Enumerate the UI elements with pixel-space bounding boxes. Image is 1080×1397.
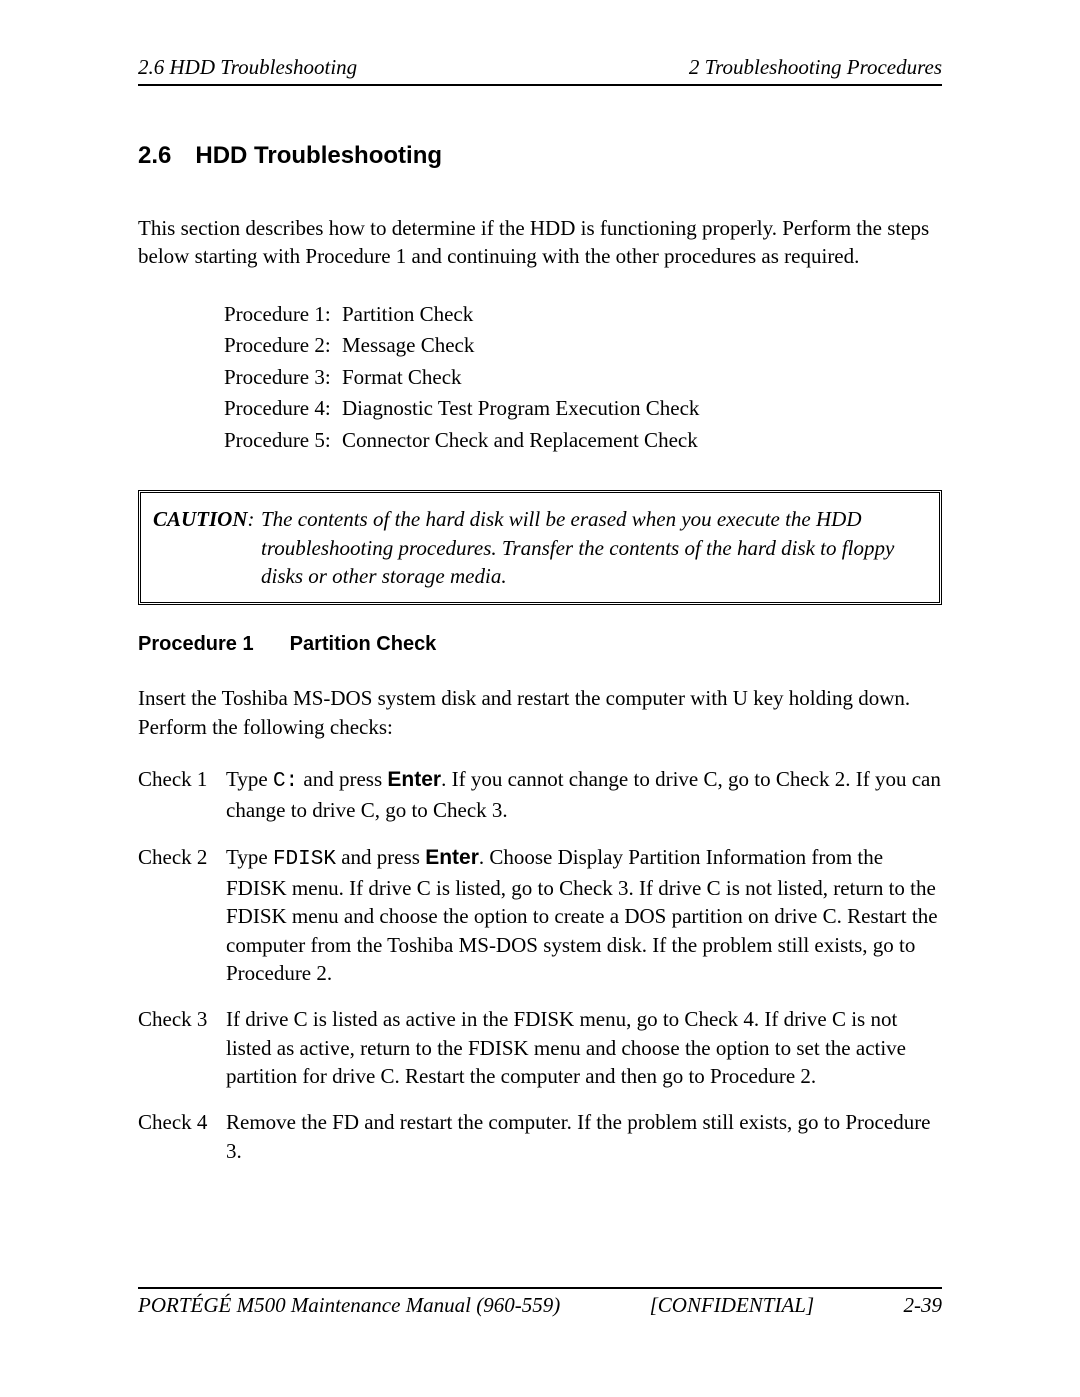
procedure-row: Procedure 1: Partition Check xyxy=(224,299,942,331)
check-body: Type C: and press Enter. If you cannot c… xyxy=(226,765,942,825)
section-heading: 2.6 HDD Troubleshooting xyxy=(138,142,942,170)
running-head-right: 2 Troubleshooting Procedures xyxy=(689,55,942,80)
caution-label: CAUTION xyxy=(153,505,261,590)
procedure-title: Format Check xyxy=(342,362,462,394)
procedure-row: Procedure 4: Diagnostic Test Program Exe… xyxy=(224,393,942,425)
footer-right: 2-39 xyxy=(904,1293,943,1318)
section-number: 2.6 xyxy=(138,142,171,170)
caution-box: CAUTION The contents of the hard disk wi… xyxy=(138,490,942,605)
check-label: Check 3 xyxy=(138,1005,226,1090)
procedure-title: Connector Check and Replacement Check xyxy=(342,425,698,457)
mono-text: C: xyxy=(273,770,298,793)
enter-key: Enter xyxy=(425,846,479,869)
procedure-title: Message Check xyxy=(342,330,474,362)
procedure-1-heading: Procedure 1 Partition Check xyxy=(138,633,942,656)
procedure-label: Procedure 5: xyxy=(224,425,342,457)
check-row-3: Check 3 If drive C is listed as active i… xyxy=(138,1005,942,1090)
check-label: Check 2 xyxy=(138,843,226,988)
enter-key: Enter xyxy=(387,768,441,791)
procedure-1-title: Partition Check xyxy=(290,633,437,655)
procedure-label: Procedure 1: xyxy=(224,299,342,331)
footer-left: PORTÉGÉ M500 Maintenance Manual (960-559… xyxy=(138,1293,560,1318)
check-row-2: Check 2 Type FDISK and press Enter. Choo… xyxy=(138,843,942,988)
check-label: Check 1 xyxy=(138,765,226,825)
check-row-1: Check 1 Type C: and press Enter. If you … xyxy=(138,765,942,825)
footer-center: [CONFIDENTIAL] xyxy=(650,1293,815,1318)
caution-body: The contents of the hard disk will be er… xyxy=(261,505,927,590)
check-label: Check 4 xyxy=(138,1108,226,1165)
procedure-1-number: Procedure 1 xyxy=(138,633,254,656)
check-body: Type FDISK and press Enter. Choose Displ… xyxy=(226,843,942,988)
procedure-label: Procedure 3: xyxy=(224,362,342,394)
running-head-left: 2.6 HDD Troubleshooting xyxy=(138,55,357,80)
mono-text: FDISK xyxy=(273,848,336,871)
page-content: 2.6 HDD Troubleshooting 2 Troubleshootin… xyxy=(138,55,942,1183)
section-title: HDD Troubleshooting xyxy=(195,142,442,169)
procedure-row: Procedure 2: Message Check xyxy=(224,330,942,362)
procedure-label: Procedure 4: xyxy=(224,393,342,425)
procedure-label: Procedure 2: xyxy=(224,330,342,362)
check-body: Remove the FD and restart the computer. … xyxy=(226,1108,942,1165)
check-row-4: Check 4 Remove the FD and restart the co… xyxy=(138,1108,942,1165)
procedure-list: Procedure 1: Partition Check Procedure 2… xyxy=(224,299,942,457)
section-intro: This section describes how to determine … xyxy=(138,214,942,271)
running-head: 2.6 HDD Troubleshooting 2 Troubleshootin… xyxy=(138,55,942,86)
check-body: If drive C is listed as active in the FD… xyxy=(226,1005,942,1090)
page-footer: PORTÉGÉ M500 Maintenance Manual (960-559… xyxy=(138,1287,942,1318)
procedure-title: Partition Check xyxy=(342,299,473,331)
procedure-row: Procedure 3: Format Check xyxy=(224,362,942,394)
procedure-1-intro: Insert the Toshiba MS-DOS system disk an… xyxy=(138,684,942,741)
procedure-title: Diagnostic Test Program Execution Check xyxy=(342,393,699,425)
procedure-row: Procedure 5: Connector Check and Replace… xyxy=(224,425,942,457)
